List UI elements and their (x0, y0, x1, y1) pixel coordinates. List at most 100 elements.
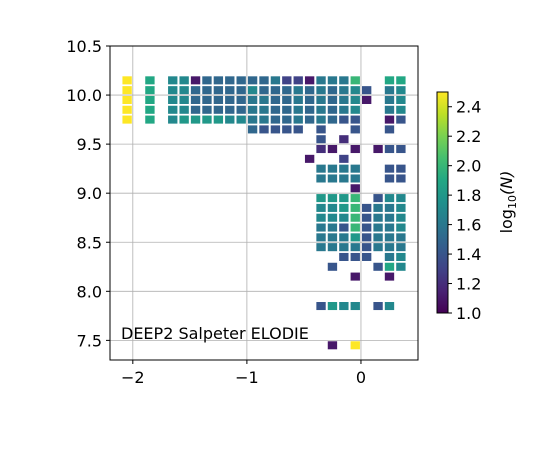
heatmap-cell (350, 233, 360, 242)
heatmap-cell (270, 95, 281, 104)
heatmap-cell (350, 213, 360, 222)
colorbar: 1.0 1.2 1.4 1.6 1.8 2.0 2.2 2.4 log10(N) (436, 91, 519, 323)
heatmap-cell (361, 213, 372, 222)
heatmap-cell (384, 223, 395, 232)
colorbar-gradient (436, 91, 449, 314)
heatmap-cell (316, 86, 326, 95)
chart-annotation: DEEP2 Salpeter ELODIE (121, 324, 309, 343)
heatmap-cell (339, 223, 349, 232)
heatmap-cell (350, 223, 360, 232)
heatmap-cell (259, 105, 269, 114)
y-tick-label: 7.5 (77, 331, 102, 350)
heatmap-cell (270, 125, 281, 134)
heatmap-cell (293, 95, 303, 104)
heatmap-cell (396, 213, 406, 222)
heatmap-cell (270, 105, 281, 114)
heatmap-cell (384, 302, 395, 311)
heatmap-cell (327, 145, 338, 154)
heatmap-cell (122, 115, 132, 124)
heatmap-cell (384, 105, 395, 114)
heatmap-cell (282, 76, 292, 85)
y-tick-label: 9.0 (77, 184, 102, 203)
heatmap-cell (168, 105, 178, 114)
y-tick-label: 10.5 (66, 37, 102, 56)
heatmap-cell (190, 76, 201, 85)
heatmap-cell (339, 76, 349, 85)
colorbar-tick-label: 1.4 (456, 245, 481, 264)
heatmap-cell (327, 76, 338, 85)
heatmap-cell (339, 203, 349, 212)
heatmap-cell (282, 105, 292, 114)
heatmap-cell (350, 115, 360, 124)
y-tick-label: 9.5 (77, 135, 102, 154)
x-tick-label: −2 (121, 368, 145, 387)
heatmap-cell (384, 213, 395, 222)
x-tick-label: −1 (235, 368, 259, 387)
heatmap-cell (259, 115, 269, 124)
heatmap-cell (316, 76, 326, 85)
heatmap-cell (168, 76, 178, 85)
heatmap-cell (304, 76, 315, 85)
heatmap-cell (384, 125, 395, 134)
heatmap-cell (236, 105, 246, 114)
heatmap-cell (213, 95, 224, 104)
heatmap-cell (236, 115, 246, 124)
heatmap-cell (339, 194, 349, 203)
colorbar-tick-label: 2.2 (456, 127, 481, 146)
heatmap-cell (259, 76, 269, 85)
colorbar-tick-label: 2.4 (456, 98, 481, 117)
heatmap-cell (396, 95, 406, 104)
heatmap-cell (373, 233, 383, 242)
heatmap-cell (350, 194, 360, 203)
heatmap-cell (316, 194, 326, 203)
heatmap-cell (247, 76, 258, 85)
heatmap-cell (190, 95, 201, 104)
heatmap-cell (384, 233, 395, 242)
heatmap-cell (316, 135, 326, 144)
heatmap-cell (168, 95, 178, 104)
heatmap-cell (213, 86, 224, 95)
heatmap-cell (361, 252, 372, 261)
heatmap-cell (316, 95, 326, 104)
heatmap-cell (122, 95, 132, 104)
heatmap-cell (373, 194, 383, 203)
heatmap-cell (316, 302, 326, 311)
heatmap-cell (396, 145, 406, 154)
heatmap-cell (384, 164, 395, 173)
heatmap-cell (179, 105, 189, 114)
heatmap-cell (361, 223, 372, 232)
heatmap-cell (270, 86, 281, 95)
heatmap-cell (339, 302, 349, 311)
heatmap-cell (339, 213, 349, 222)
heatmap-cell (339, 174, 349, 183)
heatmap-cell (247, 125, 258, 134)
heatmap-cell (373, 213, 383, 222)
heatmap-cell (293, 125, 303, 134)
heatmap-cell (316, 223, 326, 232)
heatmap-cell (327, 233, 338, 242)
heatmap-cell (361, 203, 372, 212)
heatmap-cell (122, 76, 132, 85)
heatmap-cell (282, 115, 292, 124)
heatmap-cell (350, 341, 360, 350)
heatmap-cell (339, 115, 349, 124)
heatmap-cell (327, 174, 338, 183)
heatmap-cell (350, 243, 360, 252)
heatmap-cell (293, 76, 303, 85)
heatmap-cell (327, 223, 338, 232)
heatmap-cell (304, 115, 315, 124)
heatmap-cell (373, 223, 383, 232)
heatmap-cell (247, 95, 258, 104)
heatmap-cell (293, 105, 303, 114)
heatmap-cell (168, 115, 178, 124)
heatmap-cell (225, 76, 235, 85)
heatmap-cell (316, 243, 326, 252)
colorbar-label: log10(N) (497, 171, 519, 234)
heatmap-cell (396, 223, 406, 232)
heatmap-cell (145, 105, 155, 114)
colorbar-ticks: 1.0 1.2 1.4 1.6 1.8 2.0 2.2 2.4 (448, 98, 481, 323)
colorbar-label-argument: (N) (497, 171, 516, 195)
heatmap-cell (247, 86, 258, 95)
heatmap-cell (236, 76, 246, 85)
